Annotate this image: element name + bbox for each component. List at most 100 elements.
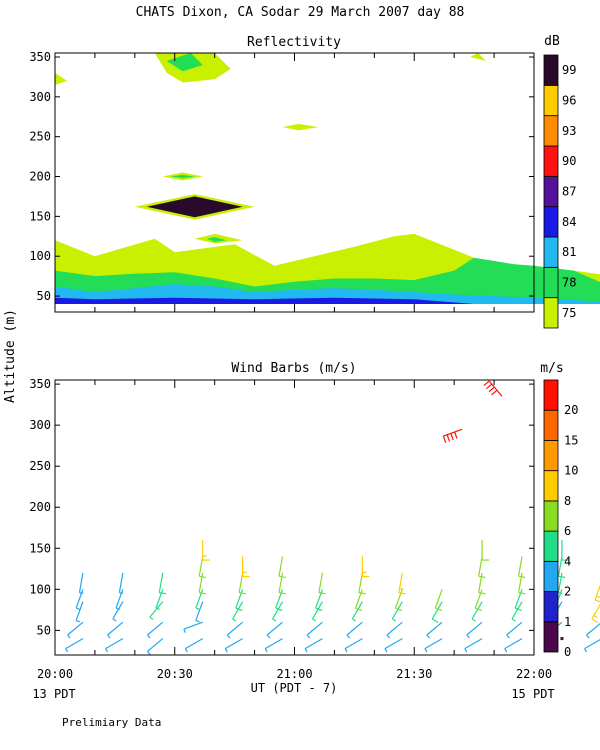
reflectivity-colorbar-label-1: 78 — [562, 276, 576, 290]
reflectivity-ytick-label-150: 150 — [29, 209, 51, 223]
wind-barb-73 — [561, 540, 569, 561]
wind-colorbar-label-6: 10 — [564, 464, 578, 478]
reflectivity-ytick-label-350: 350 — [29, 50, 51, 64]
reflectivity-colorbar-swatch-0 — [543, 297, 559, 329]
wind-barb-11 — [146, 621, 164, 639]
wind-barb-22 — [224, 638, 243, 653]
wind-barb-6 — [107, 621, 124, 639]
x-tick-label-4: 22:00 — [516, 667, 552, 681]
wind-colorbar: 0 1 2 4 6 8 10 15 20 — [543, 379, 578, 659]
reflectivity-colorbar-swatch-8 — [543, 54, 559, 86]
reflectivity-colorbar-label-3: 84 — [562, 215, 576, 229]
reflectivity-ytick-label-100: 100 — [29, 249, 51, 263]
reflectivity-colorbar-label-0: 75 — [562, 306, 576, 320]
wind-barb-29 — [266, 621, 283, 639]
wind-barb-16 — [183, 621, 203, 633]
x-tick-label-3: 21:30 — [396, 667, 432, 681]
wind-colorbar-label-2: 2 — [564, 585, 571, 599]
wind-colorbar-swatch-0 — [543, 621, 559, 653]
reflectivity-ytick-label-300: 300 — [29, 90, 51, 104]
reflectivity-region-13 — [282, 123, 319, 131]
x-subtick-right: 15 PDT — [511, 687, 554, 701]
wind-ytick-label-300: 300 — [29, 418, 51, 432]
wind-colorbar-label-0: 0 — [564, 645, 571, 659]
wind-colorbar-swatch-3 — [543, 530, 559, 562]
wind-barb-5 — [105, 638, 124, 653]
wind-barb-50 — [424, 638, 443, 653]
wind-barb-66 — [517, 556, 526, 578]
wind-barb-10 — [146, 638, 164, 655]
footer-note: Prelimiary Data — [62, 716, 161, 729]
wind-barb-30 — [272, 601, 284, 622]
wind-colorbar-swatch-8 — [543, 379, 559, 411]
wind-barb-74 — [584, 638, 600, 653]
wind-colorbar-label-4: 6 — [564, 524, 571, 538]
reflectivity-colorbar-label-7: 96 — [562, 94, 576, 108]
wind-barb-39 — [344, 638, 363, 653]
reflectivity-colorbar-label-4: 87 — [562, 185, 576, 199]
wind-barb-38 — [318, 572, 326, 595]
reflectivity-colorbar-swatch-3 — [543, 206, 559, 238]
wind-colorbar-label-5: 8 — [564, 494, 571, 508]
reflectivity-region-11 — [166, 53, 203, 72]
wind-colorbar-label-8: 20 — [564, 403, 578, 417]
x-tick-label-1: 20:30 — [157, 667, 193, 681]
reflectivity-colorbar-swatch-6 — [543, 115, 559, 147]
reflectivity-colorbar-swatch-1 — [543, 266, 559, 299]
wind-barbs-title: Wind Barbs (m/s) — [231, 361, 356, 376]
y-axis-label: Altitude (m) — [3, 309, 18, 403]
wind-barb-97 — [442, 428, 463, 443]
wind-ytick-label-200: 200 — [29, 500, 51, 514]
wind-barb-0 — [65, 638, 84, 653]
wind-barb-12 — [149, 601, 164, 620]
wind-barb-1 — [67, 621, 84, 639]
wind-colorbar-swatch-2 — [543, 560, 559, 592]
reflectivity-colorbar: 75 78 81 84 87 90 93 96 99 — [543, 54, 576, 329]
wind-barb-33 — [278, 556, 287, 578]
wind-barb-34 — [304, 638, 323, 653]
wind-barb-54 — [464, 638, 483, 653]
wind-ytick-label-50: 50 — [37, 623, 51, 637]
wind-barb-62 — [506, 621, 523, 639]
wind-barb-67 — [560, 637, 564, 641]
reflectivity-colorbar-swatch-7 — [543, 84, 559, 117]
reflectivity-contours — [55, 53, 600, 304]
wind-barb-53 — [434, 589, 443, 612]
reflectivity-ytick-label-200: 200 — [29, 170, 51, 184]
wind-barb-28 — [264, 638, 283, 653]
wind-ytick-label-100: 100 — [29, 582, 51, 596]
wind-barb-46 — [386, 621, 403, 639]
reflectivity-ytick-label-250: 250 — [29, 130, 51, 144]
wind-y-axis: 50 100 150 200 250 300 350 — [29, 377, 534, 637]
reflectivity-colorbar-swatch-2 — [543, 236, 559, 268]
wind-colorbar-swatch-4 — [543, 500, 559, 532]
x-subtick-left: 13 PDT — [32, 687, 75, 701]
wind-barb-77 — [594, 584, 600, 603]
wind-barb-51 — [426, 621, 443, 639]
wind-barb-56 — [471, 601, 483, 622]
reflectivity-title: Reflectivity — [247, 35, 341, 50]
wind-barbs — [65, 380, 600, 655]
wind-colorbar-swatch-7 — [543, 409, 559, 441]
wind-ytick-label-250: 250 — [29, 459, 51, 473]
wind-barb-61 — [504, 638, 523, 653]
reflectivity-region-5 — [170, 174, 195, 179]
reflectivity-colorbar-label-5: 90 — [562, 154, 576, 168]
wind-colorbar-unit: m/s — [540, 361, 563, 376]
reflectivity-y-axis: 50 100 150 200 250 300 350 — [29, 50, 534, 303]
wind-barb-45 — [384, 638, 403, 653]
wind-barb-44 — [361, 556, 370, 578]
wind-barb-98 — [483, 380, 503, 397]
wind-barb-49 — [398, 572, 406, 595]
wind-colorbar-swatch-1 — [543, 591, 559, 623]
x-tick-label-0: 20:00 — [37, 667, 73, 681]
chart-title: CHATS Dixon, CA Sodar 29 March 2007 day … — [136, 5, 465, 20]
wind-barb-75 — [586, 622, 600, 639]
wind-frame — [54, 379, 535, 656]
wind-colorbar-label-1: 1 — [564, 615, 571, 629]
reflectivity-region-12 — [55, 72, 67, 85]
reflectivity-colorbar-label-6: 93 — [562, 124, 576, 138]
wind-barb-47 — [391, 601, 403, 622]
wind-barb-63 — [511, 601, 523, 622]
